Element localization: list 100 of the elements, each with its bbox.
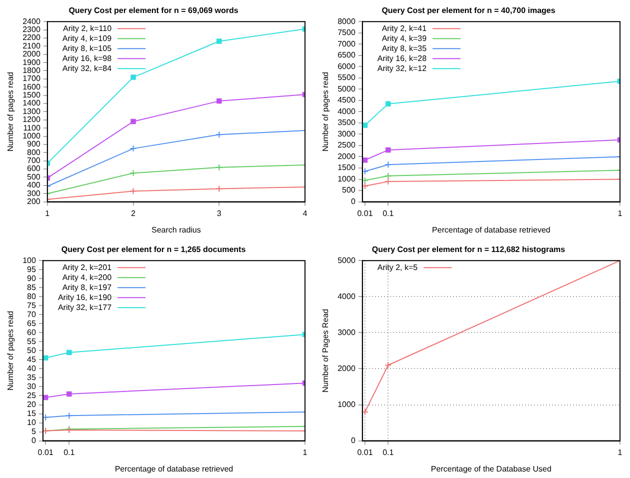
y-tick-label: 200 (27, 197, 41, 206)
y-tick-label: 5000 (338, 256, 356, 265)
x-tick-label: 1 (618, 208, 623, 218)
y-tick-label: 7000 (338, 39, 356, 48)
y-axis-title: Number of pages read (6, 310, 16, 391)
legend-label: Arity 2, k=5 (377, 262, 418, 272)
y-tick-label: 1800 (22, 66, 41, 75)
y-tick-label: 5500 (338, 73, 356, 82)
y-tick-label: 0 (350, 197, 356, 206)
legend-label: Arity 32, k=12 (377, 64, 428, 73)
y-tick-label: 2000 (338, 364, 356, 373)
chart-title: Query Cost per element for n = 1,265 documents (61, 245, 246, 254)
x-tick-label: 3 (216, 208, 222, 218)
y-tick-label: 2400 (22, 16, 41, 26)
legend-label: Arity 4, k=39 (382, 34, 428, 43)
y-tick-label: 55 (27, 336, 36, 346)
x-tick-label: 0.01 (38, 448, 54, 457)
x-tick-label: 0.1 (382, 208, 394, 218)
y-tick-label: 5000 (338, 84, 356, 94)
y-tick-label: 80 (27, 292, 36, 301)
x-axis-title: Search radius (152, 225, 201, 234)
y-tick-label: 1400 (22, 98, 41, 108)
y-tick-label: 3000 (338, 328, 356, 337)
y-tick-label: 2200 (22, 33, 41, 42)
y-tick-label: 1000 (338, 400, 356, 409)
y-tick-label: 90 (27, 274, 36, 283)
y-tick-label: 10 (27, 418, 36, 427)
legend-label: Arity 32, k=84 (62, 64, 112, 73)
x-tick-label: 1 (302, 448, 308, 457)
y-tick-label: 75 (27, 300, 36, 310)
y-tick-label: 5 (31, 426, 36, 436)
y-tick-label: 50 (27, 346, 36, 355)
y-tick-label: 500 (342, 186, 356, 195)
y-tick-label: 45 (27, 354, 36, 364)
y-axis-title: Number of Pages Read (321, 308, 330, 393)
x-tick-label: 0.01 (357, 208, 374, 218)
y-tick-label: 6500 (338, 50, 356, 60)
y-tick-label: 1100 (23, 123, 41, 132)
y-tick-label: 600 (27, 164, 41, 174)
chart-title: Query Cost per element for n = 112,682 histograms (372, 245, 566, 254)
y-tick-label: 300 (27, 188, 41, 198)
y-tick-label: 4500 (338, 96, 356, 105)
y-tick-label: 1200 (22, 115, 41, 124)
x-tick-label: 4 (302, 208, 308, 218)
y-tick-label: 40 (27, 364, 36, 373)
y-tick-label: 2300 (22, 24, 41, 34)
y-tick-label: 1000 (22, 131, 41, 140)
y-tick-label: 2500 (338, 140, 356, 150)
y-tick-label: 1500 (22, 90, 41, 100)
x-axis-title: Percentage of the Database Used (430, 464, 552, 474)
y-tick-label: 25 (27, 390, 36, 400)
x-tick-label: 1 (45, 208, 50, 218)
legend-label: Arity 16, k=28 (377, 54, 428, 63)
y-tick-label: 3000 (338, 129, 356, 138)
legend-label: Arity 4, k=109 (62, 34, 112, 43)
chart-title: Query Cost per element for n = 40,700 images (382, 6, 556, 16)
y-tick-label: 4000 (338, 106, 356, 116)
y-tick-label: 1000 (338, 174, 356, 184)
x-tick-label: 0.1 (64, 448, 76, 457)
y-tick-label: 8000 (338, 16, 356, 26)
legend-label: Arity 2, k=110 (62, 24, 112, 33)
y-tick-label: 2000 (22, 50, 41, 59)
legend-label: Arity 2, k=201 (62, 262, 112, 272)
y-tick-label: 2000 (338, 152, 356, 161)
y-tick-label: 1900 (22, 58, 41, 67)
y-tick-label: 1500 (338, 163, 356, 172)
y-tick-label: 95 (27, 264, 36, 274)
y-tick-label: 800 (27, 148, 41, 157)
y-tick-label: 70 (27, 310, 36, 319)
y-tick-label: 100 (22, 256, 36, 265)
y-tick-label: 0 (350, 436, 356, 446)
chart-title: Query Cost per element for n = 69,069 words (68, 6, 239, 16)
x-tick-label: 0.1 (382, 448, 394, 457)
legend-label: Arity 2, k=41 (382, 24, 428, 33)
y-tick-label: 700 (27, 156, 41, 166)
y-tick-label: 30 (27, 382, 36, 391)
y-tick-label: 0 (31, 436, 36, 446)
y-tick-label: 6000 (338, 62, 356, 71)
y-tick-label: 1700 (22, 74, 41, 84)
y-tick-label: 1300 (22, 106, 41, 116)
legend-label: Arity 8, k=197 (62, 282, 112, 292)
y-tick-label: 7500 (338, 28, 356, 38)
y-tick-label: 60 (27, 328, 36, 337)
y-tick-label: 20 (27, 400, 36, 409)
y-axis-title: Number of pages read (321, 72, 330, 152)
legend-label: Arity 16, k=98 (62, 54, 112, 63)
legend-label: Arity 16, k=190 (58, 292, 112, 302)
x-tick-label: 2 (131, 208, 136, 218)
y-tick-label: 65 (27, 318, 36, 328)
x-axis-title: Percentage of database retrieved (114, 464, 234, 474)
y-tick-label: 35 (27, 372, 36, 382)
legend-label: Arity 8, k=35 (382, 44, 428, 53)
legend-label: Arity 32, k=177 (58, 302, 112, 312)
y-tick-label: 400 (27, 180, 41, 190)
y-axis-title: Number of pages read (6, 72, 16, 152)
x-tick-label: 1 (618, 448, 623, 457)
y-tick-label: 15 (27, 408, 36, 418)
x-tick-label: 0.01 (357, 448, 374, 457)
y-tick-label: 85 (27, 282, 36, 292)
legend-label: Arity 4, k=200 (62, 272, 112, 282)
